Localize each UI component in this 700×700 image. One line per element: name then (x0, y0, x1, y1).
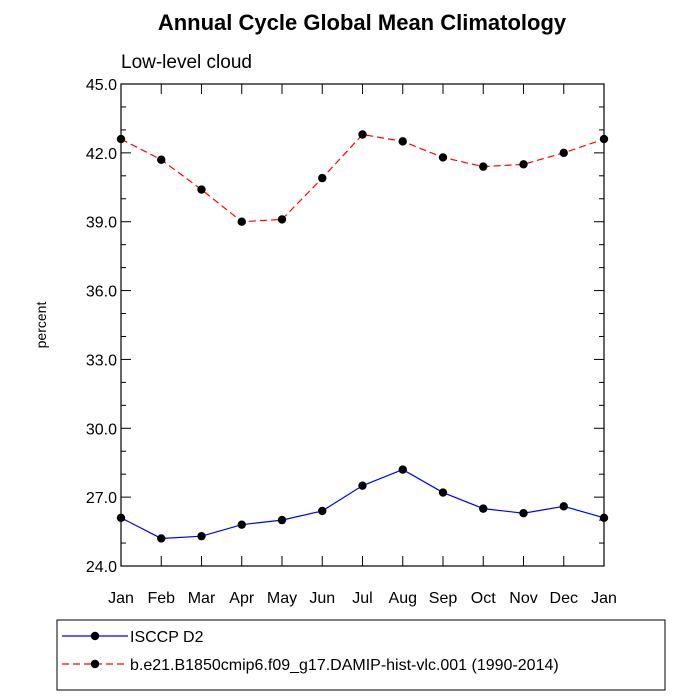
legend-marker-2 (90, 659, 100, 669)
data-point-series-1 (438, 488, 448, 497)
legend-label-2: b.e21.B1850cmip6.f09_g17.DAMIP-hist-vlc.… (130, 657, 559, 674)
y-tick-label: 33.0 (86, 352, 117, 369)
data-point-series-2 (157, 155, 166, 164)
data-point-series-1 (358, 481, 367, 490)
x-tick-label: Jan (591, 590, 617, 607)
x-tick-label: Oct (471, 590, 496, 607)
legend-label-1: ISCCP D2 (130, 629, 204, 646)
data-point-series-2 (559, 148, 568, 158)
legend-box (56, 619, 666, 691)
data-point-series-1 (519, 509, 528, 518)
x-tick-label: Jan (108, 590, 134, 607)
series-line-1 (120, 468, 605, 540)
y-tick-label: 30.0 (86, 421, 117, 438)
data-point-series-2 (519, 160, 528, 169)
data-point-series-1 (157, 534, 166, 543)
y-tick-label: 42.0 (86, 146, 117, 163)
x-tick-label: Mar (188, 590, 216, 607)
plot-frame (120, 83, 605, 567)
x-tick-label: Jul (352, 590, 372, 607)
data-point-series-2 (318, 173, 327, 183)
series-line-2 (120, 133, 605, 223)
x-tick-label: May (267, 590, 297, 607)
data-point-series-2 (479, 162, 488, 171)
legend-marker-1 (90, 631, 100, 641)
data-point-series-2 (358, 130, 367, 139)
data-point-series-2 (277, 215, 287, 224)
data-point-series-1 (318, 506, 327, 516)
data-point-series-1 (197, 531, 206, 541)
data-point-series-1 (398, 465, 407, 474)
x-tick-label: Dec (550, 590, 578, 607)
data-point-series-2 (438, 153, 448, 162)
y-axis-label: percent (33, 302, 49, 349)
data-point-series-2 (237, 217, 246, 226)
x-tick-label: Jun (309, 590, 335, 607)
data-point-series-1 (237, 520, 246, 529)
x-tick-label: Aug (389, 590, 417, 607)
y-tick-label: 45.0 (86, 77, 117, 94)
y-tick-label: 36.0 (86, 284, 117, 301)
data-point-series-2 (197, 185, 206, 194)
y-tick-label: 39.0 (86, 215, 117, 232)
x-tick-label: Nov (509, 590, 537, 607)
x-tick-label: Sep (429, 590, 458, 607)
y-tick-label: 24.0 (86, 559, 117, 576)
y-tick-label: 27.0 (86, 490, 117, 507)
data-point-series-1 (559, 502, 568, 511)
data-point-series-2 (398, 137, 407, 146)
x-tick-label: Feb (147, 590, 175, 607)
x-tick-label: Apr (229, 590, 255, 607)
chart-subtitle: Low-level cloud (121, 52, 252, 73)
data-point-series-1 (277, 515, 287, 525)
data-point-series-1 (479, 504, 488, 513)
chart-title: Annual Cycle Global Mean Climatology (158, 10, 567, 35)
